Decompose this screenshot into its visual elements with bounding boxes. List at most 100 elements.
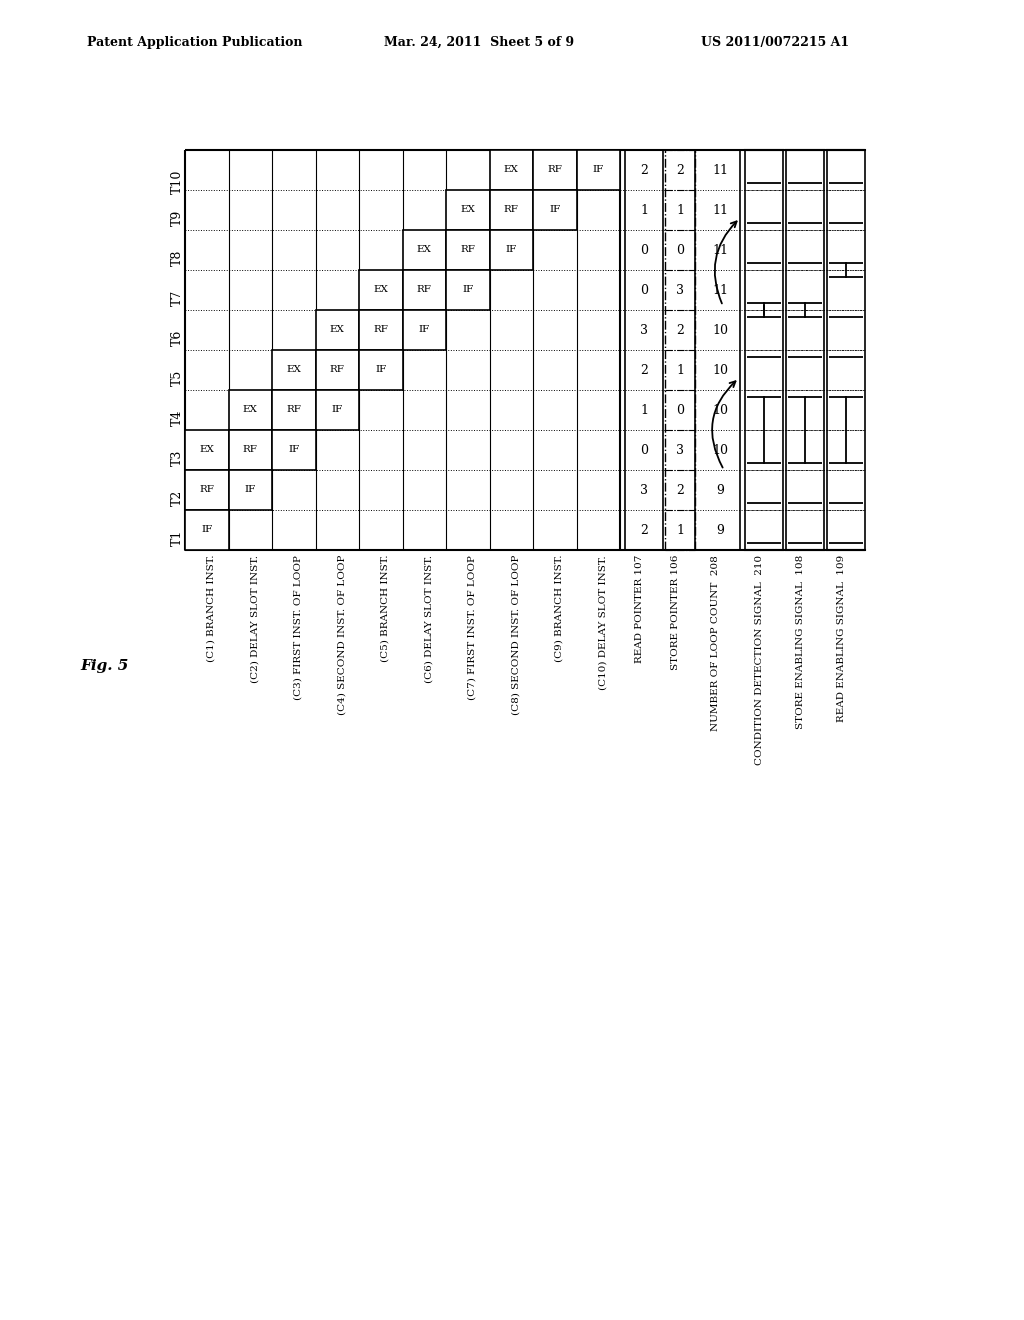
- Text: IF: IF: [419, 326, 430, 334]
- Text: CONDITION DETECTION SIGNAL  210: CONDITION DETECTION SIGNAL 210: [755, 554, 764, 766]
- Text: RF: RF: [417, 285, 432, 294]
- Text: (C5) BRANCH INST.: (C5) BRANCH INST.: [381, 554, 390, 663]
- Text: EX: EX: [504, 165, 519, 174]
- Bar: [489, 190, 534, 230]
- Bar: [315, 389, 359, 430]
- Bar: [534, 150, 577, 190]
- Text: Patent Application Publication: Patent Application Publication: [87, 36, 302, 49]
- Text: IF: IF: [288, 446, 299, 454]
- Text: 3: 3: [640, 483, 648, 496]
- Bar: [228, 389, 272, 430]
- Text: IF: IF: [201, 525, 212, 535]
- Text: EX: EX: [287, 366, 301, 375]
- Text: T8: T8: [171, 249, 183, 267]
- Text: (C8) SECOND INST. OF LOOP: (C8) SECOND INST. OF LOOP: [511, 554, 520, 715]
- Text: 11: 11: [712, 284, 728, 297]
- Text: IF: IF: [375, 366, 386, 375]
- Text: 2: 2: [640, 524, 648, 536]
- Text: T2: T2: [171, 490, 183, 507]
- Bar: [272, 350, 315, 389]
- Text: 0: 0: [676, 243, 684, 256]
- Text: RF: RF: [504, 206, 519, 214]
- Bar: [402, 310, 446, 350]
- Text: (C3) FIRST INST. OF LOOP: (C3) FIRST INST. OF LOOP: [294, 554, 303, 700]
- Text: (C4) SECOND INST. OF LOOP: (C4) SECOND INST. OF LOOP: [337, 554, 346, 715]
- Text: 2: 2: [640, 164, 648, 177]
- Text: 10: 10: [712, 323, 728, 337]
- Bar: [315, 310, 359, 350]
- Text: T4: T4: [171, 411, 183, 426]
- Bar: [534, 190, 577, 230]
- Text: IF: IF: [462, 285, 473, 294]
- Text: 11: 11: [712, 243, 728, 256]
- Text: RF: RF: [547, 165, 562, 174]
- Text: EX: EX: [417, 246, 432, 255]
- Bar: [446, 271, 489, 310]
- Text: T6: T6: [171, 330, 183, 346]
- Text: NUMBER OF LOOP COUNT  208: NUMBER OF LOOP COUNT 208: [711, 554, 720, 731]
- Text: T10: T10: [171, 170, 183, 194]
- Text: 0: 0: [640, 444, 648, 457]
- Bar: [185, 470, 228, 510]
- Text: US 2011/0072215 A1: US 2011/0072215 A1: [701, 36, 850, 49]
- Text: IF: IF: [245, 486, 256, 495]
- Bar: [272, 430, 315, 470]
- Text: T1: T1: [171, 531, 183, 546]
- Text: 2: 2: [640, 363, 648, 376]
- Text: T3: T3: [171, 450, 183, 466]
- Text: 3: 3: [676, 444, 684, 457]
- Text: 11: 11: [712, 203, 728, 216]
- Text: 1: 1: [676, 524, 684, 536]
- Text: EX: EX: [200, 446, 214, 454]
- Text: IF: IF: [332, 405, 343, 414]
- Bar: [402, 230, 446, 271]
- Text: 0: 0: [640, 243, 648, 256]
- Text: 1: 1: [640, 404, 648, 417]
- Bar: [185, 430, 228, 470]
- Text: T5: T5: [171, 370, 183, 387]
- Text: (C2) DELAY SLOT INST.: (C2) DELAY SLOT INST.: [250, 554, 259, 682]
- Bar: [228, 430, 272, 470]
- Text: EX: EX: [330, 326, 345, 334]
- Text: (C10) DELAY SLOT INST.: (C10) DELAY SLOT INST.: [598, 554, 607, 689]
- Text: RF: RF: [330, 366, 345, 375]
- Bar: [359, 310, 402, 350]
- Text: EX: EX: [461, 206, 475, 214]
- Text: (C9) BRANCH INST.: (C9) BRANCH INST.: [555, 554, 564, 663]
- Text: RF: RF: [287, 405, 301, 414]
- Text: 9: 9: [716, 524, 724, 536]
- Text: 2: 2: [676, 323, 684, 337]
- Text: 1: 1: [676, 363, 684, 376]
- Text: T9: T9: [171, 210, 183, 226]
- Text: 10: 10: [712, 363, 728, 376]
- Text: 2: 2: [676, 483, 684, 496]
- Text: STORE POINTER 106: STORE POINTER 106: [671, 554, 680, 671]
- Text: STORE ENABLING SIGNAL  108: STORE ENABLING SIGNAL 108: [796, 554, 805, 729]
- Text: (C6) DELAY SLOT INST.: (C6) DELAY SLOT INST.: [424, 554, 433, 682]
- Text: 3: 3: [640, 323, 648, 337]
- Bar: [272, 389, 315, 430]
- Text: 0: 0: [640, 284, 648, 297]
- Text: 1: 1: [676, 203, 684, 216]
- Bar: [315, 350, 359, 389]
- Text: IF: IF: [549, 206, 560, 214]
- Text: READ ENABLING SIGNAL  109: READ ENABLING SIGNAL 109: [837, 554, 846, 722]
- Bar: [228, 470, 272, 510]
- Text: EX: EX: [374, 285, 388, 294]
- Bar: [446, 190, 489, 230]
- Bar: [185, 510, 228, 550]
- Bar: [489, 150, 534, 190]
- Text: 11: 11: [712, 164, 728, 177]
- Bar: [359, 350, 402, 389]
- Bar: [446, 230, 489, 271]
- Bar: [489, 230, 534, 271]
- Text: RF: RF: [461, 246, 475, 255]
- Text: 9: 9: [716, 483, 724, 496]
- Bar: [577, 150, 620, 190]
- Text: IF: IF: [506, 246, 517, 255]
- Text: EX: EX: [243, 405, 258, 414]
- Text: 10: 10: [712, 444, 728, 457]
- Text: IF: IF: [593, 165, 604, 174]
- Text: 10: 10: [712, 404, 728, 417]
- Text: Mar. 24, 2011  Sheet 5 of 9: Mar. 24, 2011 Sheet 5 of 9: [384, 36, 574, 49]
